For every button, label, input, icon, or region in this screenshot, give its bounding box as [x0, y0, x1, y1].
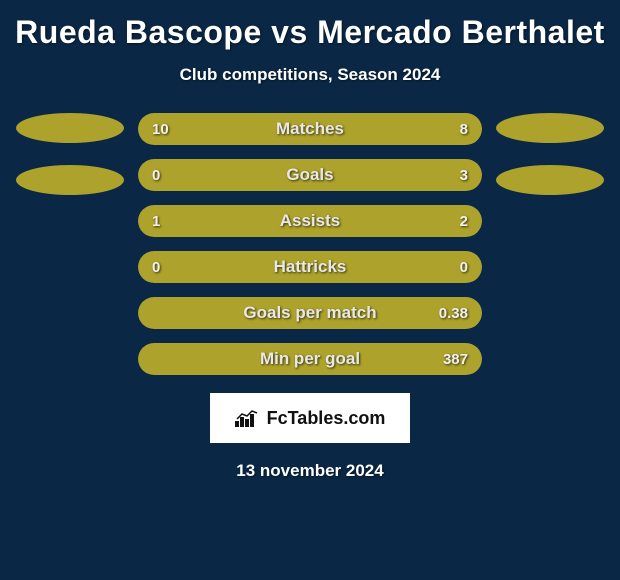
- stat-value-right: 3: [460, 159, 468, 191]
- stat-value-right: 0: [460, 251, 468, 283]
- stat-value-left: 1: [152, 205, 160, 237]
- page-title: Rueda Bascope vs Mercado Berthalet: [0, 14, 620, 51]
- stat-row: 387Min per goal: [138, 343, 482, 375]
- stat-row: 108Matches: [138, 113, 482, 145]
- bar-right: [255, 205, 482, 237]
- player1-badge-2: [16, 165, 124, 195]
- date-line: 13 november 2024: [0, 461, 620, 481]
- stat-value-right: 2: [460, 205, 468, 237]
- stat-value-left: 0: [152, 159, 160, 191]
- player1-column: [16, 113, 124, 195]
- stat-value-right: 0.38: [439, 297, 468, 329]
- comparison-chart: 108Matches03Goals12Assists00Hattricks0.3…: [0, 113, 620, 375]
- bar-left: [138, 159, 200, 191]
- player2-column: [496, 113, 604, 195]
- stat-value-left: 10: [152, 113, 169, 145]
- fctables-logo-icon: [235, 409, 261, 427]
- stat-bars: 108Matches03Goals12Assists00Hattricks0.3…: [138, 113, 482, 375]
- player2-badge-2: [496, 165, 604, 195]
- bar-left: [138, 251, 310, 283]
- stat-value-right: 8: [460, 113, 468, 145]
- player1-badge-1: [16, 113, 124, 143]
- stat-row: 00Hattricks: [138, 251, 482, 283]
- player2-badge-1: [496, 113, 604, 143]
- stat-row: 12Assists: [138, 205, 482, 237]
- stat-row: 0.38Goals per match: [138, 297, 482, 329]
- stat-row: 03Goals: [138, 159, 482, 191]
- subtitle: Club competitions, Season 2024: [0, 65, 620, 85]
- footer-badge: FcTables.com: [210, 393, 410, 443]
- bar-right: [200, 159, 482, 191]
- bar-right: [310, 251, 482, 283]
- bar-left: [138, 343, 368, 375]
- stat-value-left: 0: [152, 251, 160, 283]
- footer-logo-text: FcTables.com: [267, 408, 386, 429]
- stat-value-right: 387: [443, 343, 468, 375]
- bar-left: [138, 297, 200, 329]
